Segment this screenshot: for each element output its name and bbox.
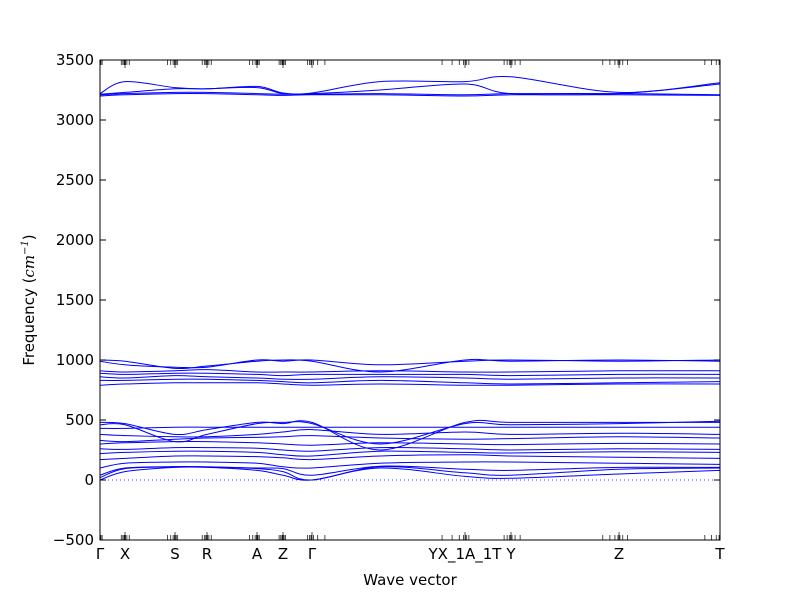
x-tick-label: Y bbox=[505, 545, 516, 563]
y-tick-label: 2500 bbox=[56, 171, 94, 189]
x-tick-label: X bbox=[120, 545, 130, 563]
y-tick-label: −500 bbox=[53, 531, 94, 549]
x-tick-label: Z bbox=[614, 545, 624, 563]
band-line-13 bbox=[99, 420, 721, 445]
x-tick-marks bbox=[99, 60, 721, 540]
band-line-24 bbox=[99, 75, 721, 95]
x-tick-label: R bbox=[202, 545, 212, 563]
band-line-12 bbox=[99, 419, 720, 451]
x-tick-label: A bbox=[252, 545, 263, 563]
y-tick-label: 3000 bbox=[56, 111, 94, 129]
band-line-4 bbox=[99, 461, 721, 469]
band-line-15 bbox=[99, 378, 721, 385]
band-line-14 bbox=[99, 382, 721, 386]
band-line-19 bbox=[99, 359, 721, 369]
x-tick-label: S bbox=[170, 545, 180, 563]
y-axis-label-text: Frequency bbox=[20, 288, 38, 366]
x-tick-label: Z bbox=[278, 545, 288, 563]
band-line-11 bbox=[99, 426, 720, 429]
y-tick-label: 1500 bbox=[56, 291, 94, 309]
band-line-5 bbox=[99, 454, 721, 461]
band-line-17 bbox=[99, 372, 721, 377]
x-tick-labels: Γ X S R A Z Γ YX_1A_1T Y Z T bbox=[96, 545, 726, 564]
y-tick-marks bbox=[100, 59, 720, 541]
y-axis-label-unit: cm bbox=[20, 255, 38, 278]
y-tick-label: 2000 bbox=[56, 231, 94, 249]
y-tick-label: 1000 bbox=[56, 351, 94, 369]
band-line-6 bbox=[99, 450, 721, 457]
x-axis-label: Wave vector bbox=[363, 571, 457, 589]
band-line-18 bbox=[99, 369, 721, 373]
y-tick-label: 500 bbox=[65, 411, 94, 429]
band-line-3 bbox=[99, 465, 721, 476]
y-axis-label-exponent: −1 bbox=[20, 240, 31, 255]
y-tick-label: 3500 bbox=[56, 51, 94, 69]
x-tick-label: YX_1A_1T bbox=[428, 545, 503, 564]
band-line-20 bbox=[99, 358, 721, 373]
y-axis-label: Frequency (cm−1) bbox=[20, 234, 38, 365]
band-line-22 bbox=[99, 91, 721, 96]
x-tick-label: Γ bbox=[96, 545, 105, 563]
x-tick-label: Γ bbox=[308, 545, 317, 563]
x-tick-label: T bbox=[714, 545, 725, 563]
band-line-16 bbox=[99, 375, 721, 380]
band-line-10 bbox=[99, 429, 721, 438]
band-line-23 bbox=[99, 83, 721, 96]
band-lines bbox=[99, 75, 721, 481]
y-tick-labels: −500 0 500 1000 1500 2000 2500 3000 3500 bbox=[53, 51, 94, 549]
y-tick-label: 0 bbox=[84, 471, 94, 489]
band-line-9 bbox=[99, 435, 721, 443]
band-line-7 bbox=[99, 446, 721, 452]
